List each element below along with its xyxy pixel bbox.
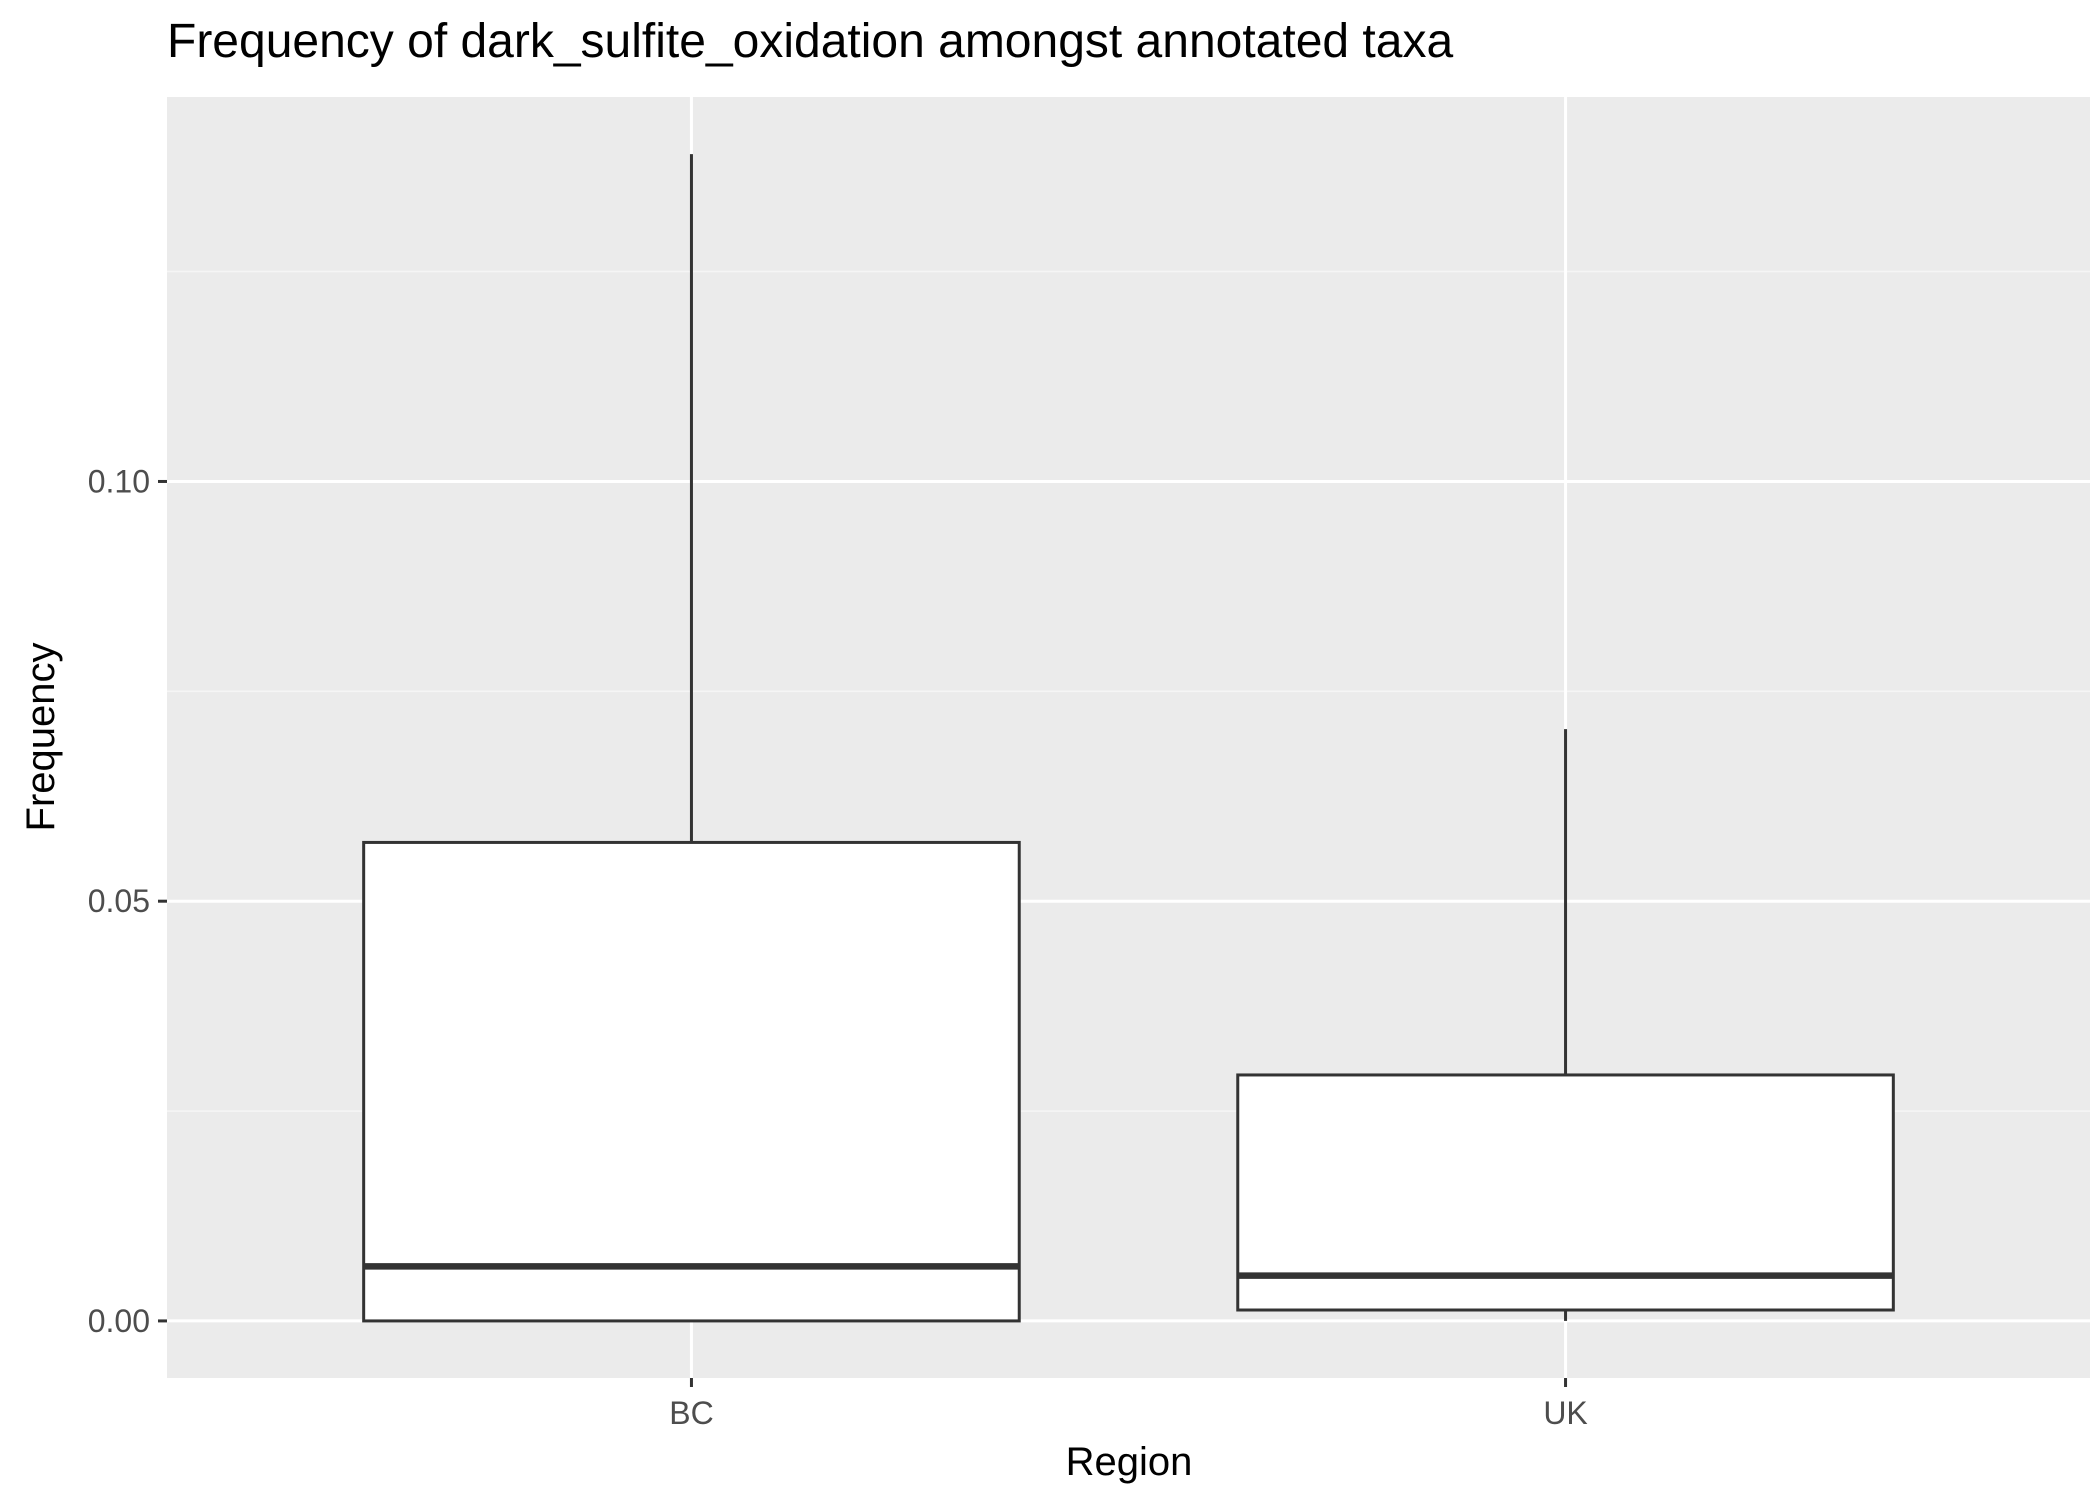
y-axis-title: Frequency: [19, 643, 63, 832]
y-tick-label: 0.00: [88, 1303, 150, 1339]
chart-title: Frequency of dark_sulfite_oxidation amon…: [167, 15, 1454, 68]
box-bc: [362, 154, 1021, 1323]
x-tick-label: UK: [1543, 1395, 1587, 1431]
boxes: [362, 154, 1895, 1323]
x-axis-title: Region: [1066, 1440, 1193, 1484]
y-tick-label: 0.05: [88, 883, 150, 919]
axes: 0.00 0.05 0.10 BC UK: [88, 463, 1588, 1431]
box-uk: [1236, 729, 1895, 1321]
box-body: [362, 840, 1021, 1323]
box-body: [1236, 1073, 1895, 1312]
x-tick-label: BC: [669, 1395, 713, 1431]
y-tick-label: 0.10: [88, 463, 150, 499]
